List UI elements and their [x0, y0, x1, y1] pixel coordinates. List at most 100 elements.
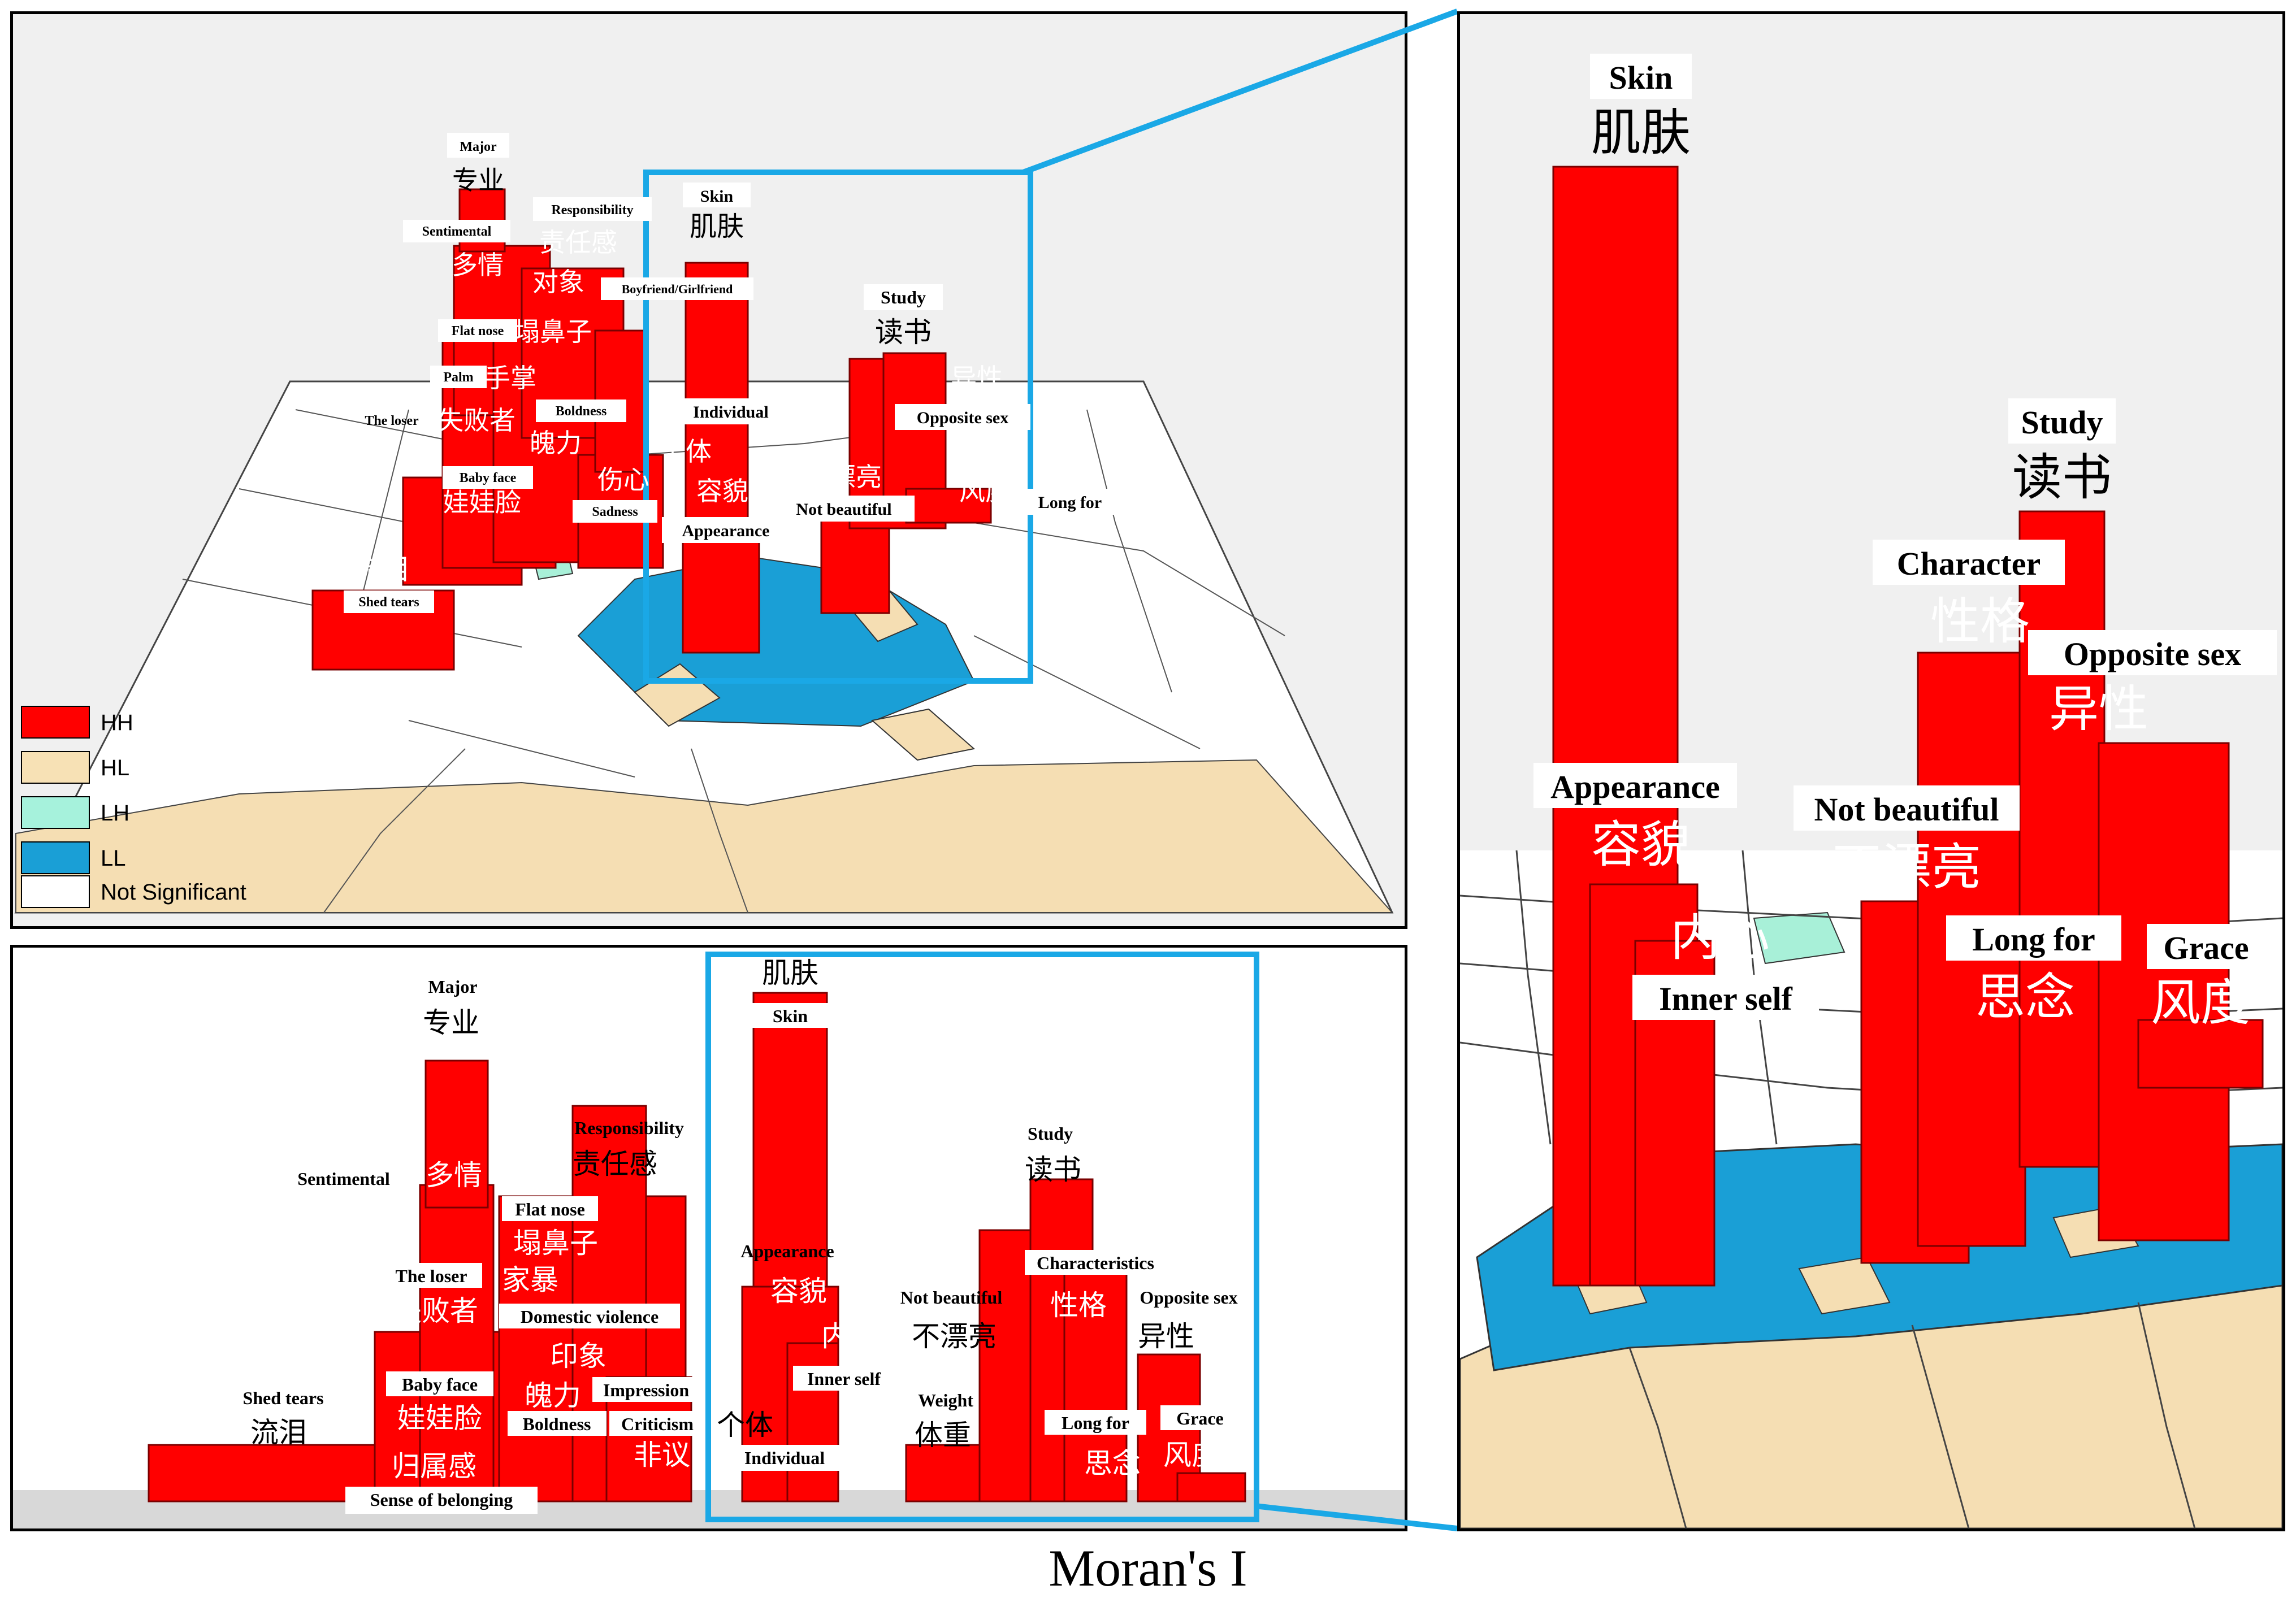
top-labels: Major 专业 Responsibility 责任感 Sentimental … — [344, 133, 1115, 613]
label-individual-en: Individual — [693, 403, 768, 422]
zoom-panel: Skin 肌肤 Study 读书 Character 性格 Opposite s… — [1457, 11, 2285, 1531]
zbar-grace — [2137, 1019, 2264, 1089]
legend-label-hl: HL — [101, 755, 129, 780]
zoom-bars — [1552, 166, 2264, 1287]
legend: HH HL LH LL Not Significant — [21, 706, 246, 908]
label-sentimental-en: Sentimental — [422, 224, 492, 239]
zlabel-appearance-zh: 容貌 — [1591, 815, 1691, 874]
label-grace-zh: 风度 — [959, 476, 1011, 506]
side-labels: Major 专业 Sentimental 多情 Responsibility 责… — [242, 957, 1240, 1514]
label-sadness-en: Sadness — [592, 505, 638, 519]
label-sentimental-zh: 多情 — [452, 250, 504, 280]
zlabel-oppsex-en: Opposite sex — [2064, 636, 2241, 672]
sbar-characteristics — [1063, 1263, 1128, 1503]
zlabel-notbeautiful-zh: 不漂亮 — [1832, 838, 1981, 896]
slabel-shedtears-zh: 流泪 — [250, 1416, 307, 1449]
side-view-panel: Major 专业 Sentimental 多情 Responsibility 责… — [10, 945, 1407, 1531]
slabel-major-en: Major — [428, 976, 477, 997]
label-boyfriend-en: Boyfriend/Girlfriend — [622, 282, 733, 296]
slabel-skin-en: Skin — [773, 1006, 808, 1026]
label-study-en: Study — [881, 287, 926, 307]
zlabel-innerself-en: Inner self — [1659, 980, 1792, 1017]
zlabel-character-zh: 性格 — [1930, 592, 2030, 650]
slabel-oppsex-zh: 异性 — [1138, 1320, 1194, 1353]
slabel-loser-en: The loser — [395, 1266, 467, 1286]
slabel-weight-en: Weight — [918, 1390, 973, 1410]
slabel-boldness-en: Boldness — [523, 1414, 591, 1434]
slabel-babyface-zh: 娃娃脸 — [397, 1402, 482, 1435]
label-appearance-en: Appearance — [682, 522, 770, 540]
slabel-character-zh: 性格 — [1050, 1289, 1107, 1322]
slabel-oppsex-en: Opposite sex — [1140, 1287, 1237, 1308]
label-babyface-zh: 娃娃脸 — [443, 487, 521, 518]
label-responsibility-en: Responsibility — [551, 203, 633, 218]
label-oppsex-zh: 异性 — [951, 363, 1003, 393]
slabel-domestic-en: Domestic violence — [521, 1306, 659, 1327]
slabel-sentimental-en: Sentimental — [297, 1169, 390, 1189]
zlabel-skin-zh: 肌肤 — [1591, 103, 1691, 162]
zoom-labels: Skin 肌肤 Study 读书 Character 性格 Opposite s… — [1533, 54, 2277, 1032]
legend-swatch-hl — [21, 751, 90, 784]
legend-label-ll: LL — [101, 846, 126, 871]
slabel-grace-en: Grace — [1176, 1408, 1224, 1428]
zlabel-longfor-zh: 思念 — [1976, 968, 2075, 1026]
slabel-skin-zh: 肌肤 — [762, 957, 818, 989]
label-palm-zh: 手掌 — [484, 363, 536, 393]
slabel-flatnose-zh: 塌鼻子 — [513, 1227, 598, 1260]
label-flatnose-en: Flat nose — [452, 324, 504, 338]
slabel-weight-zh: 体重 — [915, 1419, 971, 1452]
zlabel-skin-en: Skin — [1609, 59, 1673, 96]
side-highlight-box — [705, 952, 1259, 1522]
slabel-longfor-en: Long for — [1062, 1413, 1129, 1433]
slabel-innerself-en: Inner self — [807, 1369, 881, 1389]
slabel-criticism-en: Criticism — [621, 1414, 694, 1434]
slabel-study-en: Study — [1028, 1123, 1073, 1144]
zlabel-grace-en: Grace — [2163, 930, 2249, 966]
slabel-criticism-zh: 非议 — [634, 1439, 690, 1471]
label-loser-zh: 失败者 — [437, 405, 515, 436]
zbar-oppsex — [2098, 742, 2230, 1241]
zlabel-grace-zh: 风度 — [2151, 974, 2250, 1032]
slabel-notbeautiful-zh: 不漂亮 — [912, 1320, 997, 1353]
slabel-belonging-en: Sense of belonging — [370, 1490, 513, 1510]
legend-swatch-lh — [21, 796, 90, 829]
label-appearance-zh: 容貌 — [696, 476, 748, 506]
slabel-belonging-zh: 归属感 — [392, 1450, 476, 1483]
label-loser-en: The loser — [365, 414, 419, 428]
label-shedtears-zh: 流泪 — [352, 553, 409, 586]
slabel-impression-en: Impression — [603, 1380, 690, 1400]
label-boldness-zh: 魄力 — [530, 428, 582, 458]
slabel-shedtears-en: Shed tears — [242, 1388, 323, 1408]
slabel-domestic-zh: 家暴 — [502, 1263, 558, 1296]
label-object-zh: 对象 — [532, 267, 584, 297]
label-major-zh: 专业 — [452, 165, 504, 196]
bar-appearance — [682, 533, 760, 654]
sbar-loser — [419, 1184, 495, 1503]
zlabel-oppsex-zh: 异性 — [2049, 680, 2148, 738]
zlabel-character-en: Character — [1897, 545, 2041, 582]
label-responsibility-zh: 责任感 — [539, 227, 617, 258]
slabel-appearance-zh: 容貌 — [770, 1275, 827, 1308]
sbar-weight — [905, 1444, 986, 1503]
slabel-grace-zh: 风度 — [1163, 1439, 1220, 1471]
zlabel-study-en: Study — [2021, 404, 2103, 441]
legend-label-lh: LH — [101, 801, 129, 826]
slabel-flatnose-en: Flat nose — [515, 1199, 585, 1219]
label-skin-zh: 肌肤 — [690, 211, 744, 242]
label-study-zh: 读书 — [875, 316, 932, 349]
label-flatnose-zh: 塌鼻子 — [514, 316, 592, 347]
slabel-notbeautiful-en: Not beautiful — [900, 1287, 1003, 1308]
label-boldness-en: Boldness — [556, 404, 607, 419]
legend-label-hh: HH — [101, 710, 133, 735]
slabel-responsibility-zh: 责任感 — [573, 1148, 657, 1180]
legend-swatch-ns — [21, 875, 90, 908]
slabel-study-zh: 读书 — [1025, 1153, 1081, 1186]
label-skin-en: Skin — [700, 187, 734, 206]
zlabel-innerself-zh: 内心 — [1670, 909, 1770, 967]
label-palm-en: Palm — [443, 370, 473, 385]
label-notbeautiful-en: Not beautiful — [796, 500, 891, 519]
label-oppsex-en: Opposite sex — [917, 409, 1009, 427]
side-view-svg: Major 专业 Sentimental 多情 Responsibility 责… — [13, 952, 1405, 1528]
sbar-major — [424, 1059, 489, 1209]
legend-label-ns: Not Significant — [101, 880, 246, 905]
